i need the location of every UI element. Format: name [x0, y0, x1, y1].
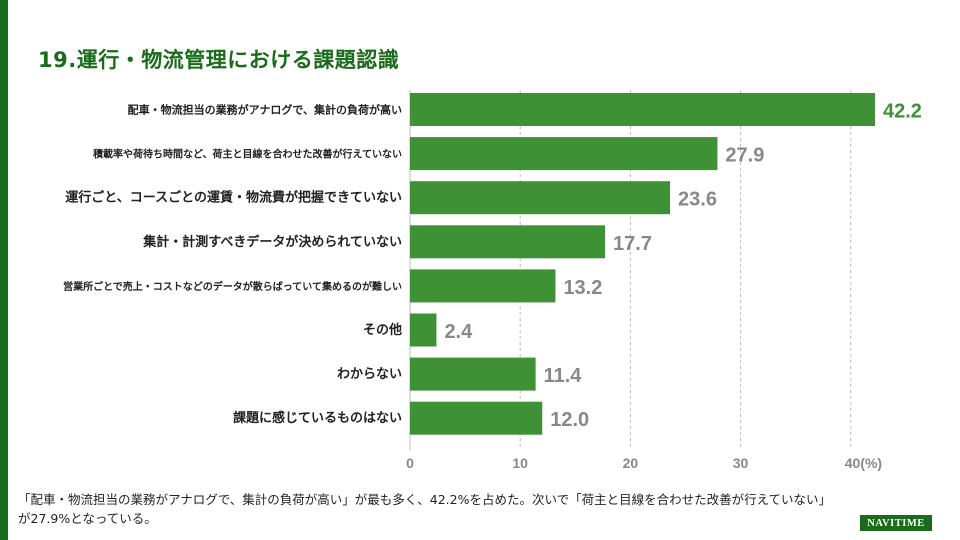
bar-chart: 0 10 20 30 40(%) 配車・物流担当の業務がアナログで、集計の負荷が高い 42.…	[63, 90, 922, 471]
bar	[410, 357, 536, 391]
value-label: 11.4	[544, 365, 583, 387]
left-accent-bar	[0, 0, 8, 540]
bar	[410, 93, 875, 126]
bar	[410, 225, 606, 259]
x-tick-label: 30	[733, 455, 749, 471]
category-label: わからない	[337, 367, 402, 382]
x-tick-label: 40(%)	[845, 455, 882, 471]
summary-line-2: が27.9%となっている。	[18, 511, 157, 526]
summary-text: 「配車・物流担当の業務がアナログで、集計の負荷が高い」が最も多く、42.2%を占…	[18, 490, 918, 528]
x-tick-label: 0	[406, 455, 414, 471]
bar	[410, 313, 437, 347]
value-label: 27.9	[725, 145, 764, 167]
bar	[410, 401, 543, 435]
category-label: 積載率や荷待ち時間など、荷主と目線を合わせた改善が行えていない	[92, 148, 402, 161]
bar	[410, 269, 556, 303]
category-label: 運行ごと、コースごとの運賃・物流費が把握できていない	[65, 190, 402, 206]
summary-line-1: 「配車・物流担当の業務がアナログで、集計の負荷が高い」が最も多く、42.2%を占…	[18, 492, 831, 507]
value-label: 42.2	[883, 101, 922, 123]
category-label: 配車・物流担当の業務がアナログで、集計の負荷が高い	[128, 103, 402, 117]
category-label: 集計・計測すべきデータが決められていない	[142, 234, 402, 250]
value-label: 2.4	[444, 321, 473, 343]
value-label: 12.0	[550, 409, 589, 431]
bar	[410, 181, 671, 215]
value-label: 17.7	[613, 233, 652, 255]
value-label: 23.6	[678, 189, 717, 211]
page-title: 19.運行・物流管理における課題認識	[38, 48, 400, 72]
bar	[410, 137, 718, 171]
navitime-logo: NAVITIME	[860, 515, 932, 531]
value-label: 13.2	[563, 277, 602, 299]
category-label: その他	[363, 322, 402, 338]
category-label: 課題に感じているものはない	[233, 410, 402, 426]
x-tick-label: 10	[512, 455, 528, 471]
category-label: 営業所ごとで売上・コストなどのデータが散らばっていて集めるのが難しい	[63, 280, 402, 293]
x-tick-label: 20	[623, 455, 639, 471]
